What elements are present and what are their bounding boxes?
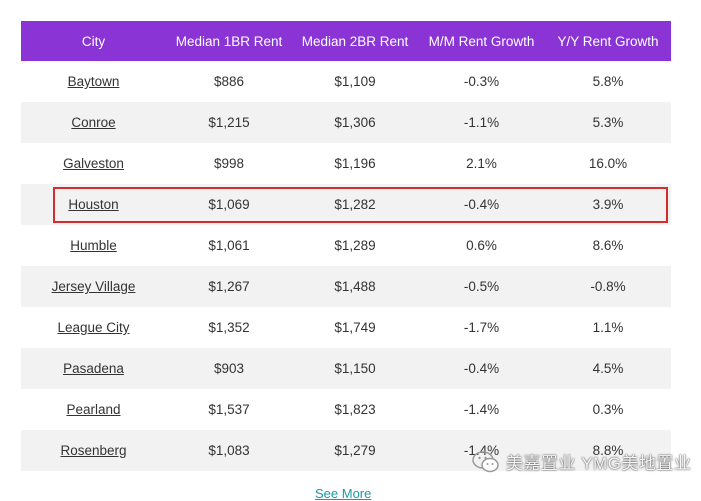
cell-1br: $1,083: [166, 430, 292, 471]
table-row: Jersey Village $1,267 $1,488 -0.5% -0.8%: [21, 266, 671, 307]
cell-yy: 8.8%: [545, 430, 671, 471]
city-link[interactable]: Humble: [70, 238, 117, 253]
cell-1br: $1,537: [166, 389, 292, 430]
city-cell: Baytown: [21, 61, 166, 102]
cell-yy: 5.8%: [545, 61, 671, 102]
city-cell: Pearland: [21, 389, 166, 430]
city-cell: Pasadena: [21, 348, 166, 389]
city-link[interactable]: League City: [57, 320, 130, 335]
city-cell: Conroe: [21, 102, 166, 143]
watermark-text: 美嘉置业 YMG美地置业: [506, 454, 692, 473]
cell-1br: $998: [166, 143, 292, 184]
header-mm-growth: M/M Rent Growth: [418, 21, 545, 61]
table-row: Rosenberg $1,083 $1,279 -1.4% 8.8%: [21, 430, 671, 471]
city-cell: Galveston: [21, 143, 166, 184]
cell-1br: $1,061: [166, 225, 292, 266]
cell-2br: $1,109: [292, 61, 418, 102]
cell-1br: $1,215: [166, 102, 292, 143]
cell-2br: $1,279: [292, 430, 418, 471]
wechat-icon: [472, 450, 499, 472]
table-header-row: City Median 1BR Rent Median 2BR Rent M/M…: [21, 21, 671, 61]
rent-table: City Median 1BR Rent Median 2BR Rent M/M…: [21, 21, 671, 471]
cell-1br: $1,352: [166, 307, 292, 348]
table-row: Conroe $1,215 $1,306 -1.1% 5.3%: [21, 102, 671, 143]
city-link[interactable]: Houston: [68, 197, 119, 212]
cell-mm: -1.1%: [418, 102, 545, 143]
cell-2br: $1,823: [292, 389, 418, 430]
cell-mm: -1.7%: [418, 307, 545, 348]
cell-yy: -0.8%: [545, 266, 671, 307]
city-link[interactable]: Jersey Village: [51, 279, 136, 294]
watermark: 美嘉置业 YMG美地置业: [472, 449, 691, 474]
city-cell: Jersey Village: [21, 266, 166, 307]
cell-mm: -0.4%: [418, 348, 545, 389]
header-city: City: [21, 21, 166, 61]
cell-yy: 3.9%: [545, 184, 671, 225]
header-median-2br: Median 2BR Rent: [292, 21, 418, 61]
cell-yy: 0.3%: [545, 389, 671, 430]
cell-2br: $1,749: [292, 307, 418, 348]
cell-mm: -0.5%: [418, 266, 545, 307]
cell-1br: $903: [166, 348, 292, 389]
city-link[interactable]: Rosenberg: [60, 443, 127, 458]
header-yy-growth: Y/Y Rent Growth: [545, 21, 671, 61]
city-link[interactable]: Pasadena: [63, 361, 124, 376]
cell-1br: $1,069: [166, 184, 292, 225]
cell-2br: $1,306: [292, 102, 418, 143]
city-cell: Humble: [21, 225, 166, 266]
cell-yy: 16.0%: [545, 143, 671, 184]
cell-2br: $1,282: [292, 184, 418, 225]
header-median-1br: Median 1BR Rent: [166, 21, 292, 61]
table-row: Galveston $998 $1,196 2.1% 16.0%: [21, 143, 671, 184]
city-cell: League City: [21, 307, 166, 348]
cell-2br: $1,196: [292, 143, 418, 184]
city-link[interactable]: Pearland: [66, 402, 121, 417]
cell-2br: $1,488: [292, 266, 418, 307]
cell-2br: $1,150: [292, 348, 418, 389]
table-row: Pasadena $903 $1,150 -0.4% 4.5%: [21, 348, 671, 389]
cell-mm: -0.4%: [418, 184, 545, 225]
cell-yy: 1.1%: [545, 307, 671, 348]
city-cell: Rosenberg: [21, 430, 166, 471]
city-link[interactable]: Galveston: [63, 156, 124, 171]
cell-1br: $886: [166, 61, 292, 102]
city-link[interactable]: Conroe: [71, 115, 116, 130]
table-row: Baytown $886 $1,109 -0.3% 5.8%: [21, 61, 671, 102]
city-cell: Houston: [21, 184, 166, 225]
table-row: Pearland $1,537 $1,823 -1.4% 0.3%: [21, 389, 671, 430]
table-row: League City $1,352 $1,749 -1.7% 1.1%: [21, 307, 671, 348]
cell-mm: -1.4%: [418, 389, 545, 430]
city-link[interactable]: Baytown: [67, 74, 120, 89]
see-more-link[interactable]: See More: [315, 486, 372, 501]
cell-yy: 5.3%: [545, 102, 671, 143]
cell-1br: $1,267: [166, 266, 292, 307]
cell-yy: 8.6%: [545, 225, 671, 266]
cell-yy: 4.5%: [545, 348, 671, 389]
cell-mm: 2.1%: [418, 143, 545, 184]
cell-mm: 0.6%: [418, 225, 545, 266]
cell-2br: $1,289: [292, 225, 418, 266]
table-row-highlighted: Houston $1,069 $1,282 -0.4% 3.9%: [21, 184, 671, 225]
cell-mm: -0.3%: [418, 61, 545, 102]
table-row: Humble $1,061 $1,289 0.6% 8.6%: [21, 225, 671, 266]
